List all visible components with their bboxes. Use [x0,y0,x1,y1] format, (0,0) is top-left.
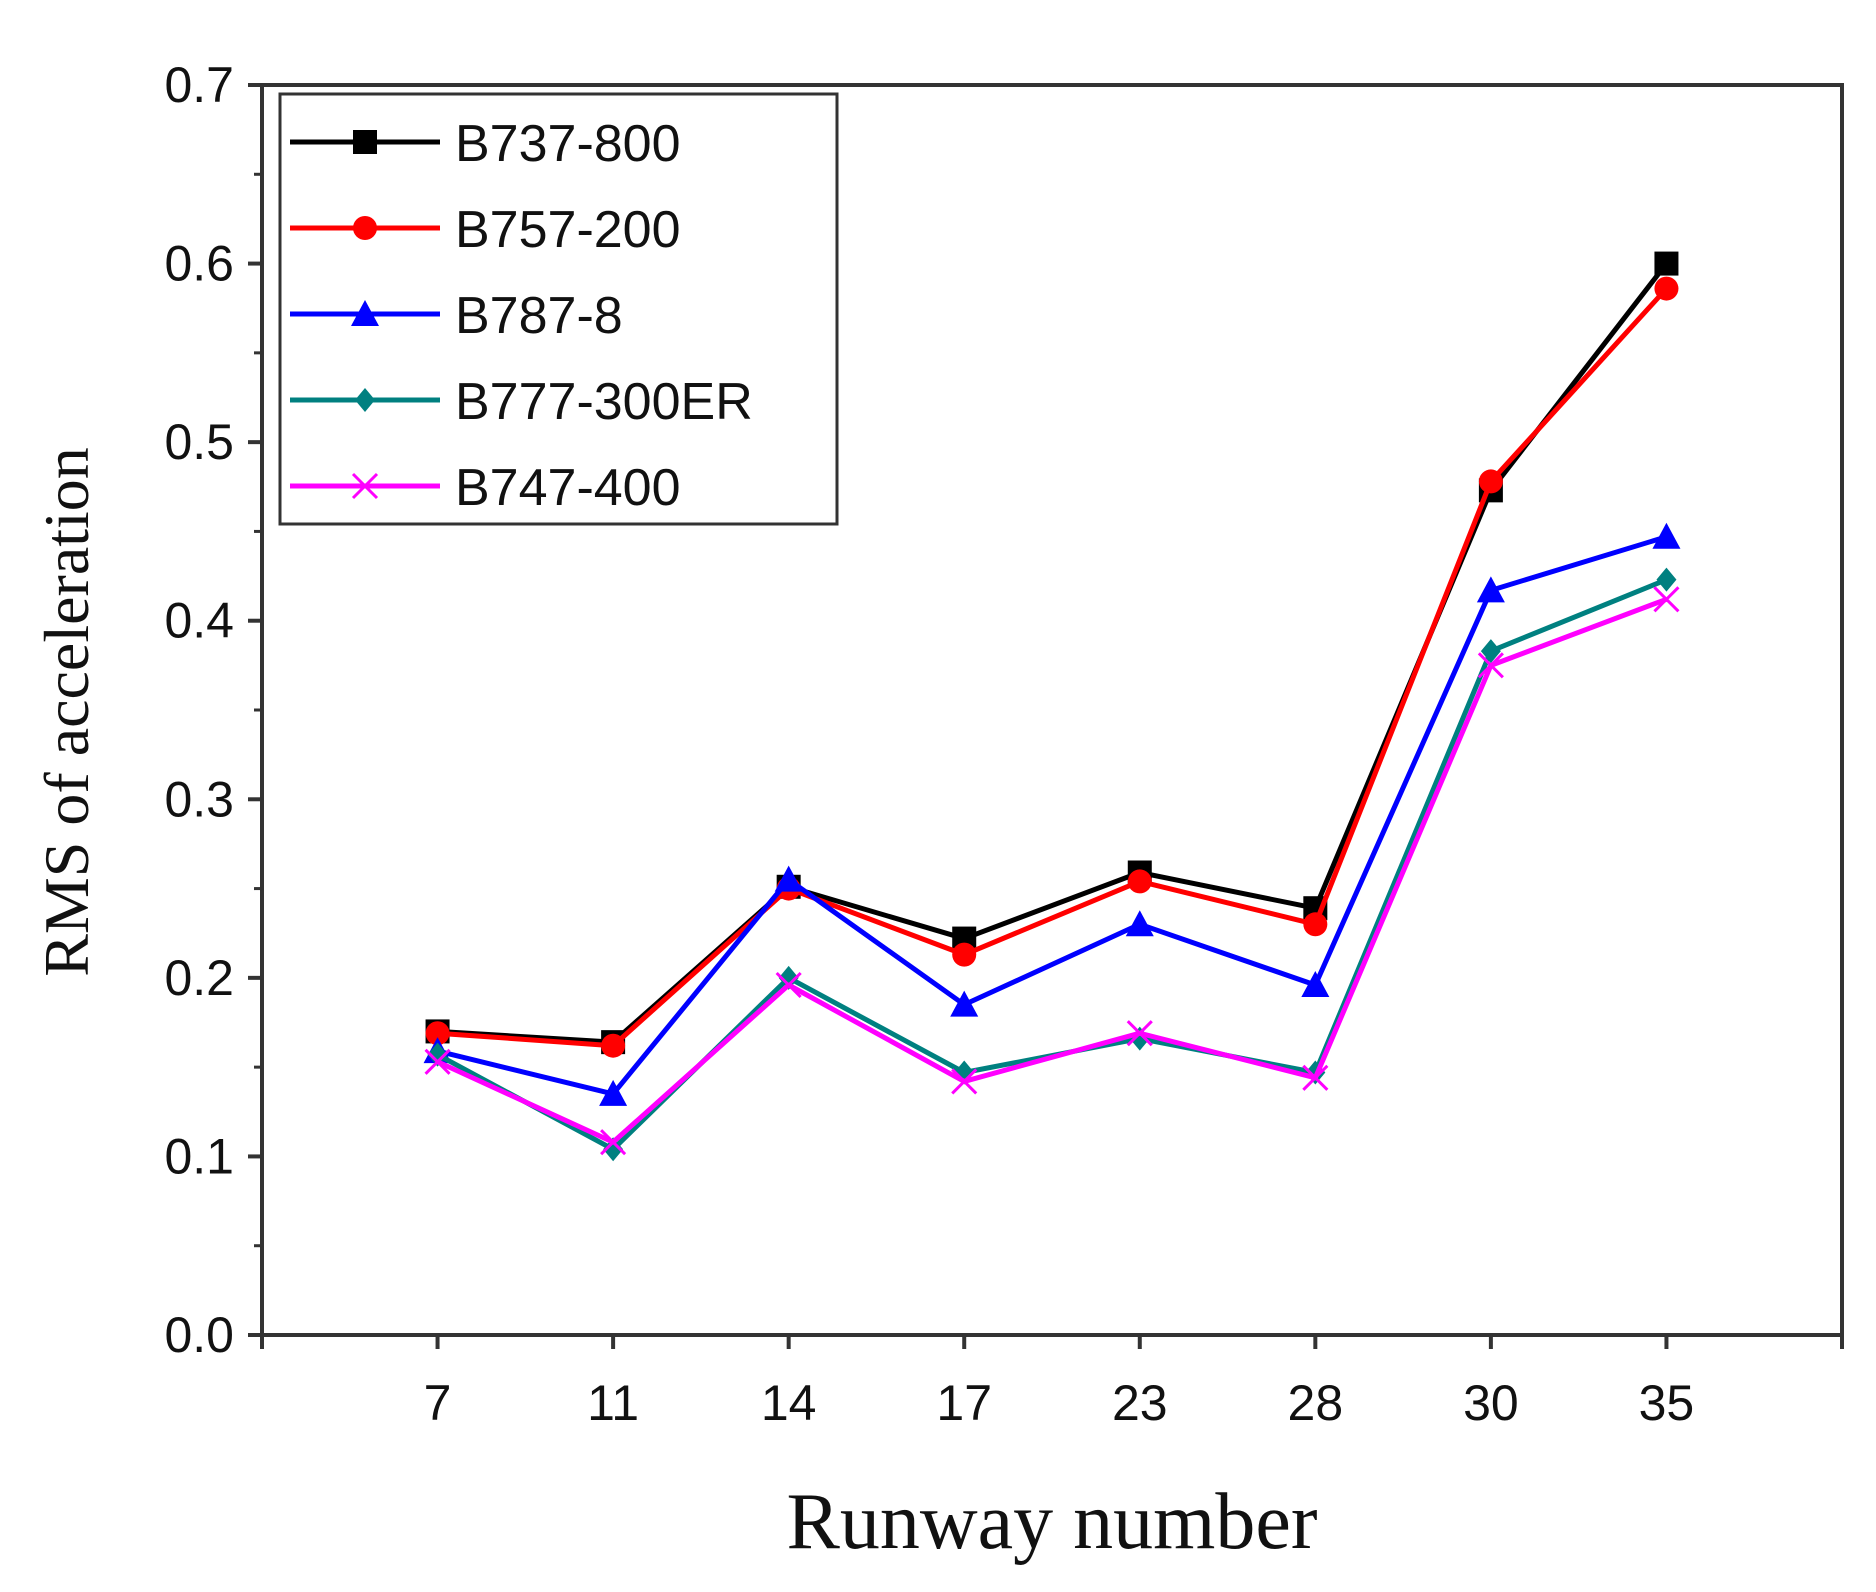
data-point-b787-8 [1301,971,1330,997]
data-point-b747-400 [1477,652,1504,679]
legend-label-b777-300er: B777-300ER [455,373,753,431]
legend-marker-b777-300er [355,388,375,412]
data-point-b787-8 [950,990,979,1017]
marker-stroke [351,472,379,500]
data-point-b747-400 [600,1129,627,1156]
data-point-b787-8 [599,1079,628,1106]
data-point-b757-200 [1303,912,1328,937]
x-tick-label: 11 [587,1375,639,1431]
data-point-b747-400 [1302,1064,1329,1091]
data-point-b777-300er [603,1137,624,1162]
x-tick-label: 30 [1463,1375,1519,1431]
marker-stroke [951,1068,978,1095]
series-line-b747-400 [436,596,1668,1145]
data-point-b757-200 [952,942,977,967]
data-point-b757-200 [601,1033,626,1058]
x-tick-label: 17 [936,1375,992,1431]
marker-stroke [1126,1020,1153,1047]
data-point-b747-400 [1653,586,1680,613]
data-point-b777-300er [1480,639,1501,664]
x-tick-label: 28 [1288,1375,1344,1431]
y-axis-title: RMS of acceleration [31,447,102,977]
y-tick-label: 0.3 [164,771,234,827]
y-tick-label: 0.5 [164,414,234,470]
marker-stroke [1302,1064,1329,1091]
data-point-b747-400 [951,1068,978,1095]
legend-box [278,92,839,526]
y-tick-label: 0.2 [164,950,234,1006]
marker-stroke [775,971,802,999]
data-point-b757-200 [425,1021,450,1046]
legend-label-b757-200: B757-200 [455,201,681,259]
marker-stroke [1653,586,1680,613]
x-tick-label: 14 [761,1375,817,1431]
data-point-b757-200 [1478,469,1503,494]
data-point-b737-800 [1654,251,1679,276]
data-point-b777-300er [778,965,799,990]
data-point-b757-200 [1654,276,1679,301]
data-point-b757-200 [1127,869,1152,894]
legend: B737-800 B757-200 B787-8 B777-300ER B747-400 [278,92,839,526]
data-point-b787-8 [1125,910,1154,937]
y-tick-label: 0.4 [164,593,234,649]
data-point-b787-8 [1476,576,1505,603]
legend-label-b747-400: B747-400 [455,459,681,517]
legend-marker-b757-200 [353,216,377,240]
data-point-b777-300er [427,1042,448,1067]
series-line-b757-200 [437,286,1669,1049]
y-tick-label: 0.6 [164,236,234,292]
series-layer [423,251,1681,1162]
series-line-b787-8 [436,534,1668,1097]
x-tick-label: 23 [1112,1375,1168,1431]
series-line-b777-300er [436,577,1668,1152]
y-tick-label: 0.0 [164,1307,234,1363]
legend-marker-b787-8 [351,300,379,326]
marker-stroke [600,1129,627,1156]
marker-stroke [1477,652,1504,679]
x-tick-label: 7 [424,1375,452,1431]
data-point-b747-400 [1126,1020,1153,1047]
legend-marker-b747-400 [351,472,379,500]
data-point-b747-400 [775,971,802,999]
x-tick-label: 35 [1639,1375,1695,1431]
x-axis-title: Runway number [786,1478,1317,1566]
data-point-b747-400 [424,1048,451,1075]
x-axis: 7 11 14 17 23 28 30 35 [260,1335,1844,1431]
legend-marker-b737-800 [353,130,377,154]
y-axis: 0.0 0.1 0.2 0.3 0.4 0.5 0.6 0.7 [164,57,262,1363]
marker-stroke [424,1048,451,1075]
legend-label-b737-800: B737-800 [455,115,681,173]
data-point-b777-300er [1656,567,1677,592]
y-tick-label: 0.1 [164,1128,234,1184]
data-point-b787-8 [774,865,803,892]
legend-label-b787-8: B787-8 [455,287,623,345]
data-point-b787-8 [1652,522,1681,549]
y-tick-label: 0.7 [164,57,234,113]
